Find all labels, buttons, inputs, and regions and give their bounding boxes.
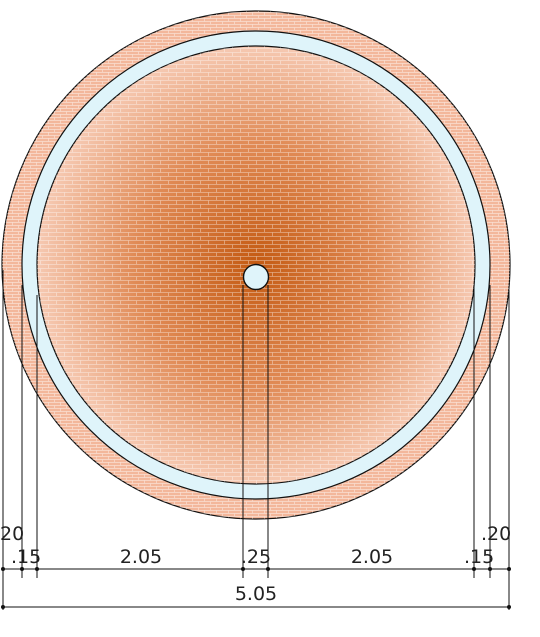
dim-tick <box>1 567 5 571</box>
dim-label-outer-ring-left: .20 <box>0 523 24 545</box>
dim-label-outer-ring-right: .20 <box>481 523 511 545</box>
dim-tick <box>20 567 24 571</box>
segment-dimension <box>1 567 511 571</box>
center-hole <box>242 263 270 291</box>
dim-label-overall: 5.05 <box>235 583 277 605</box>
dim-tick <box>241 567 245 571</box>
dim-tick <box>35 567 39 571</box>
dim-tick <box>266 567 270 571</box>
dim-label-hole: .25 <box>241 546 271 568</box>
dim-label-core-right: 2.05 <box>351 546 393 568</box>
dim-tick <box>507 567 511 571</box>
overall-dimension <box>1 605 511 609</box>
extension-lines <box>2 270 510 610</box>
dim-label-core-left: 2.05 <box>120 546 162 568</box>
dim-tick <box>507 605 511 609</box>
dim-label-gap-right: .15 <box>464 546 494 568</box>
dim-tick <box>488 567 492 571</box>
dim-tick <box>472 567 476 571</box>
dim-tick <box>1 605 5 609</box>
dim-label-gap-left: .15 <box>11 546 41 568</box>
